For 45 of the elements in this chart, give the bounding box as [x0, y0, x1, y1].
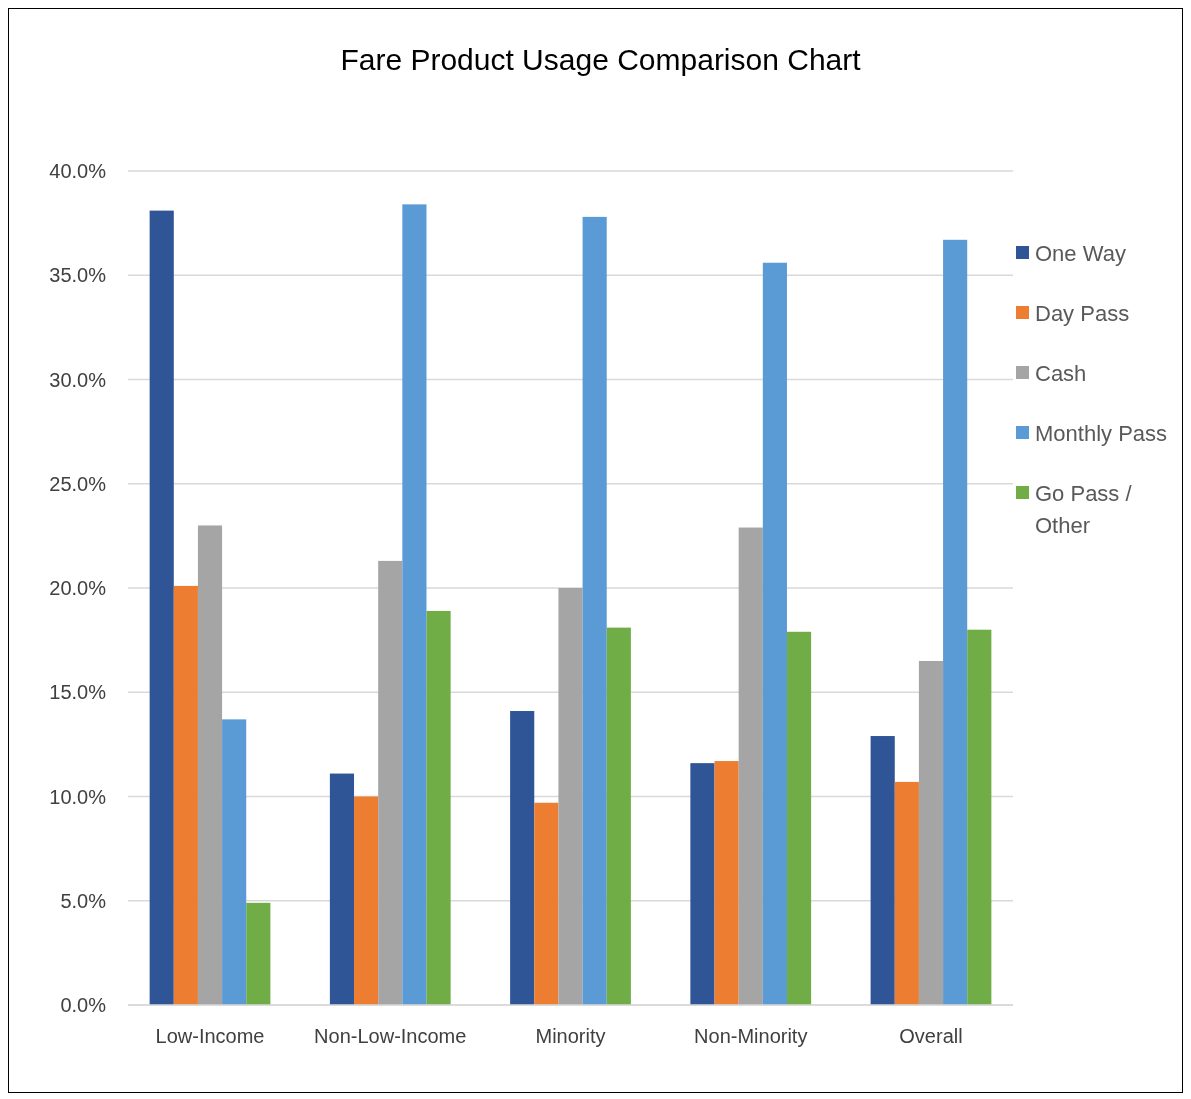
bar [762, 262, 787, 1005]
y-tick-label: 10.0% [49, 785, 107, 808]
legend-label: Go Pass / Other [1035, 480, 1133, 538]
bar [149, 210, 174, 1005]
bar [378, 560, 403, 1005]
y-tick-label: 20.0% [49, 577, 107, 599]
y-tick-label: 5.0% [60, 889, 107, 912]
bar [426, 610, 451, 1005]
bar [246, 902, 271, 1005]
bar [786, 631, 812, 1005]
bar [738, 527, 763, 1005]
bar [967, 629, 992, 1005]
bar [894, 781, 919, 1005]
legend-label: One Way [1035, 240, 1126, 266]
bar [510, 711, 535, 1005]
y-tick-label: 30.0% [49, 368, 107, 391]
bar [222, 719, 247, 1005]
bar [354, 796, 379, 1005]
legend-label: Monthly Pass [1035, 420, 1168, 446]
x-tick-label: Minority [535, 1025, 606, 1047]
bar [173, 585, 198, 1005]
x-tick-label: Low-Income [155, 1025, 265, 1047]
bar [870, 736, 895, 1005]
bar [558, 588, 583, 1005]
y-tick-label: 40.0% [49, 160, 107, 182]
x-tick-label: Overall [899, 1025, 963, 1047]
y-tick-label: 25.0% [49, 472, 107, 495]
bar [582, 216, 607, 1005]
bar [918, 660, 944, 1005]
legend-label: Day Pass [1035, 300, 1130, 326]
y-tick-label: 0.0% [60, 994, 107, 1016]
y-tick-label: 35.0% [49, 264, 107, 287]
bar [943, 239, 968, 1005]
bar [197, 525, 223, 1005]
chart-title: Fare Product Usage Comparison Chart [340, 43, 862, 76]
bar [714, 761, 739, 1005]
y-tick-label: 15.0% [49, 681, 107, 704]
legend-label: Cash [1035, 360, 1087, 386]
bar [690, 763, 715, 1005]
x-tick-label: Non-Minority [694, 1025, 808, 1047]
bar [534, 802, 559, 1005]
bar [329, 773, 355, 1005]
x-tick-label: Non-Low-Income [314, 1025, 467, 1047]
bar [402, 204, 427, 1005]
bar [606, 627, 631, 1005]
